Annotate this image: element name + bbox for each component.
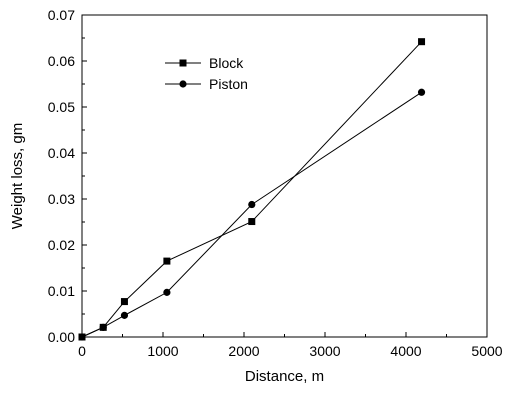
y-tick-label: 0.04	[48, 145, 75, 161]
legend-marker-block	[179, 59, 187, 67]
legend-marker-piston	[179, 80, 187, 88]
y-axis-ticks: 0.00 0.01 0.02 0.03 0.04 0.05 0.06 0.07	[48, 7, 87, 345]
y-tick-label: 0.00	[48, 329, 75, 345]
x-axis-ticks: 0 1000 2000 3000 4000 5000	[78, 332, 503, 359]
y-tick-label: 0.01	[48, 283, 75, 299]
y-tick-label: 0.06	[48, 53, 75, 69]
data-point-block	[120, 298, 128, 306]
x-tick-label: 0	[78, 343, 86, 359]
data-point-piston	[417, 88, 426, 96]
x-tick-label: 3000	[309, 343, 340, 359]
data-point-piston	[248, 200, 256, 209]
legend-label-block: Block	[209, 55, 244, 71]
data-point-piston	[120, 311, 129, 319]
y-tick-label: 0.07	[48, 7, 75, 23]
data-point-piston	[163, 288, 171, 296]
x-tick-label: 2000	[228, 343, 259, 359]
legend-item-piston: Piston	[165, 76, 248, 92]
data-point-block	[163, 257, 171, 265]
data-point-piston	[99, 323, 107, 331]
plot-frame	[81, 14, 488, 338]
x-axis-label: Distance, m	[245, 368, 324, 385]
legend-label-piston: Piston	[209, 76, 248, 92]
legend: Block Piston	[165, 55, 248, 92]
y-tick-label: 0.03	[48, 191, 75, 207]
data-point-block	[248, 218, 256, 226]
legend-item-block: Block	[165, 55, 244, 71]
series-layer	[78, 38, 426, 341]
x-tick-label: 5000	[471, 343, 502, 359]
y-tick-label: 0.05	[48, 99, 75, 115]
x-tick-label: 1000	[147, 343, 178, 359]
data-point-block	[418, 38, 426, 46]
x-tick-label: 4000	[390, 343, 421, 359]
series-line-piston	[81, 91, 422, 338]
series-line-block	[81, 41, 422, 338]
plot-area: 0 1000 2000 3000 4000 5000 0.000.010.020.030.…	[48, 7, 503, 359]
data-point-piston	[78, 333, 86, 341]
y-axis-label: Weight loss, gm	[9, 123, 26, 229]
y-tick-label: 0.02	[48, 237, 75, 253]
